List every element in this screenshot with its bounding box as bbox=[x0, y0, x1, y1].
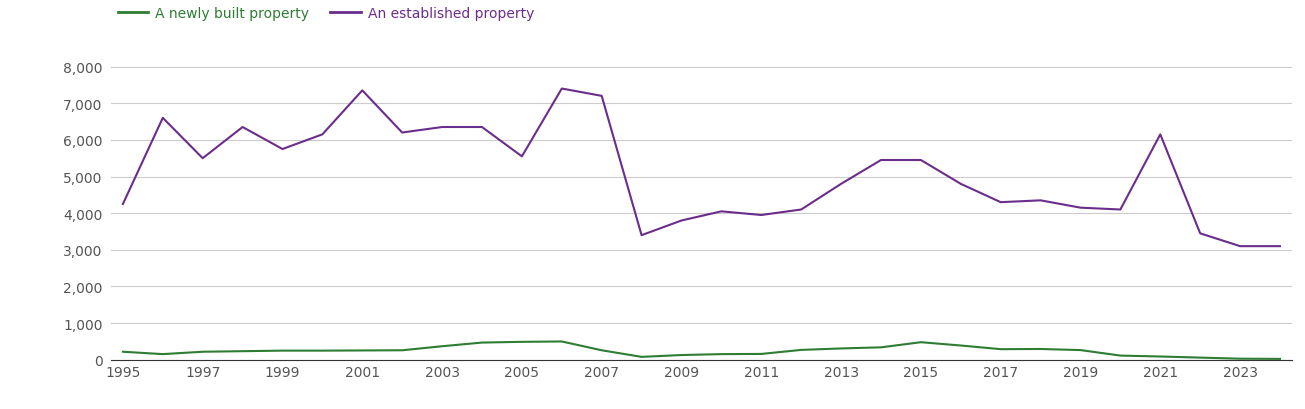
A newly built property bbox=[993, 347, 1009, 352]
A newly built property bbox=[435, 344, 450, 349]
A newly built property bbox=[1073, 348, 1088, 353]
An established property bbox=[1152, 133, 1168, 137]
A newly built property bbox=[1113, 353, 1129, 358]
An established property bbox=[714, 209, 729, 214]
An established property bbox=[1032, 198, 1048, 203]
A newly built property bbox=[594, 348, 609, 353]
A newly built property bbox=[1152, 354, 1168, 359]
An established property bbox=[194, 156, 210, 161]
An established property bbox=[1232, 244, 1248, 249]
A newly built property bbox=[714, 352, 729, 357]
An established property bbox=[993, 200, 1009, 205]
Line: An established property: An established property bbox=[123, 89, 1280, 247]
Line: A newly built property: A newly built property bbox=[123, 342, 1280, 359]
An established property bbox=[355, 89, 371, 94]
A newly built property bbox=[913, 340, 929, 345]
An established property bbox=[913, 158, 929, 163]
A newly built property bbox=[274, 348, 290, 353]
An established property bbox=[274, 147, 290, 152]
A newly built property bbox=[1232, 356, 1248, 361]
A newly built property bbox=[553, 339, 569, 344]
An established property bbox=[553, 87, 569, 92]
An established property bbox=[315, 133, 330, 137]
An established property bbox=[953, 182, 968, 187]
An established property bbox=[514, 155, 530, 160]
A newly built property bbox=[953, 343, 968, 348]
A newly built property bbox=[155, 352, 171, 357]
A newly built property bbox=[793, 348, 809, 353]
An established property bbox=[873, 158, 889, 163]
An established property bbox=[793, 207, 809, 212]
An established property bbox=[1073, 206, 1088, 211]
A newly built property bbox=[514, 339, 530, 344]
An established property bbox=[155, 116, 171, 121]
A newly built property bbox=[1193, 355, 1208, 360]
An established property bbox=[1113, 207, 1129, 212]
A newly built property bbox=[1032, 347, 1048, 352]
An established property bbox=[753, 213, 769, 218]
An established property bbox=[115, 202, 130, 207]
An established property bbox=[1193, 231, 1208, 236]
An established property bbox=[834, 182, 850, 187]
An established property bbox=[673, 218, 689, 223]
An established property bbox=[594, 94, 609, 99]
A newly built property bbox=[474, 340, 489, 345]
An established property bbox=[394, 131, 410, 136]
A newly built property bbox=[194, 349, 210, 354]
A newly built property bbox=[634, 355, 650, 360]
A newly built property bbox=[673, 353, 689, 357]
An established property bbox=[474, 125, 489, 130]
A newly built property bbox=[834, 346, 850, 351]
A newly built property bbox=[115, 349, 130, 354]
A newly built property bbox=[315, 348, 330, 353]
An established property bbox=[634, 233, 650, 238]
A newly built property bbox=[355, 348, 371, 353]
A newly built property bbox=[235, 349, 251, 354]
A newly built property bbox=[873, 345, 889, 350]
An established property bbox=[235, 125, 251, 130]
An established property bbox=[1272, 244, 1288, 249]
An established property bbox=[435, 125, 450, 130]
A newly built property bbox=[394, 348, 410, 353]
Legend: A newly built property, An established property: A newly built property, An established p… bbox=[117, 7, 534, 21]
A newly built property bbox=[1272, 357, 1288, 362]
A newly built property bbox=[753, 352, 769, 357]
